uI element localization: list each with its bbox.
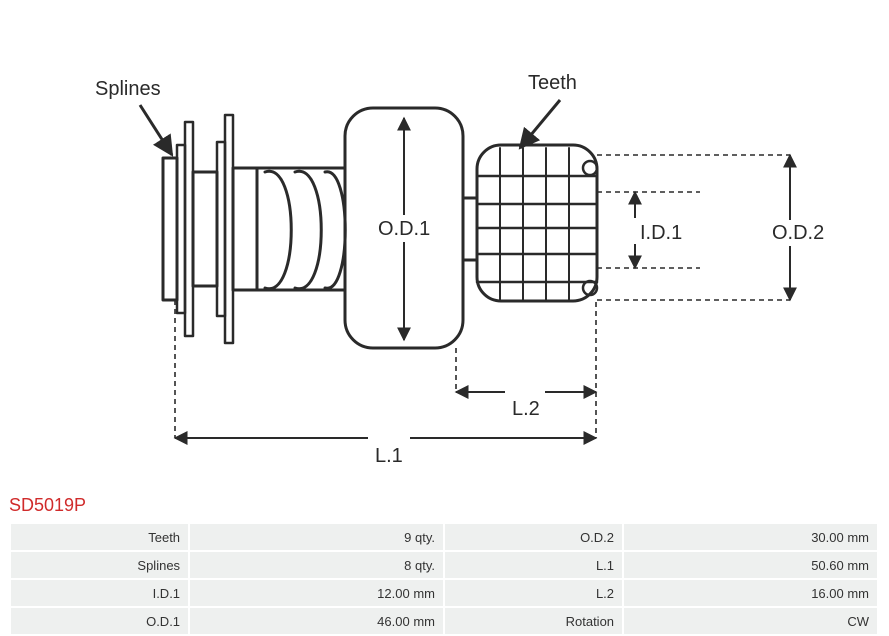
- spec-label: O.D.2: [445, 524, 622, 550]
- spec-value: 9 qty.: [190, 524, 443, 550]
- spec-value: 12.00 mm: [190, 580, 443, 606]
- spec-label: I.D.1: [11, 580, 188, 606]
- diagram-svg: [0, 0, 889, 495]
- table-row: Splines8 qty.L.150.60 mm: [11, 552, 877, 578]
- spec-label: O.D.1: [11, 608, 188, 634]
- technical-diagram: Splines Teeth O.D.1 O.D.2 I.D.1 L.1 L.2: [0, 0, 889, 495]
- spec-label: Rotation: [445, 608, 622, 634]
- spec-value: CW: [624, 608, 877, 634]
- spec-value: 30.00 mm: [624, 524, 877, 550]
- spec-value: 46.00 mm: [190, 608, 443, 634]
- spec-label: Splines: [11, 552, 188, 578]
- spec-value: 16.00 mm: [624, 580, 877, 606]
- spec-value: 8 qty.: [190, 552, 443, 578]
- spec-label: L.1: [445, 552, 622, 578]
- spec-table: Teeth9 qty.O.D.230.00 mmSplines8 qty.L.1…: [9, 522, 879, 636]
- spec-value: 50.60 mm: [624, 552, 877, 578]
- table-row: Teeth9 qty.O.D.230.00 mm: [11, 524, 877, 550]
- part-number: SD5019P: [0, 495, 889, 522]
- spec-label: Teeth: [11, 524, 188, 550]
- table-row: I.D.112.00 mmL.216.00 mm: [11, 580, 877, 606]
- table-row: O.D.146.00 mmRotationCW: [11, 608, 877, 634]
- spec-label: L.2: [445, 580, 622, 606]
